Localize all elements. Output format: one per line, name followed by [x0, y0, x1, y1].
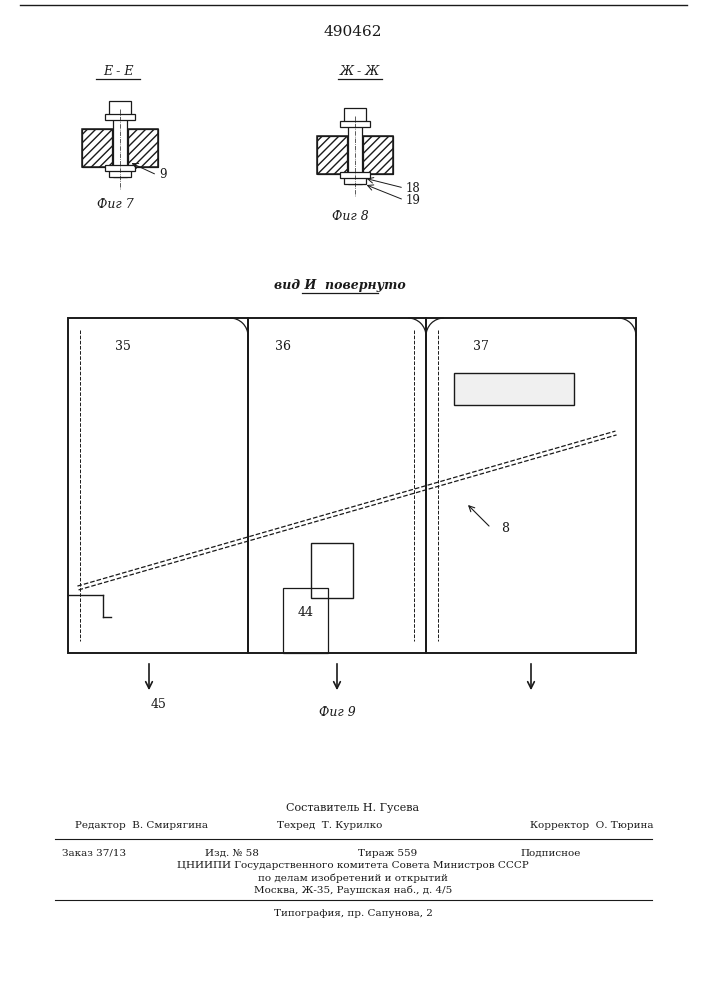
Text: Е - Е: Е - Е [103, 65, 133, 78]
Text: Фиг 9: Фиг 9 [319, 706, 356, 720]
Text: вид И  повернуто: вид И повернуто [274, 279, 406, 292]
Text: Корректор  О. Тюрина: Корректор О. Тюрина [530, 822, 653, 830]
Bar [109, 101, 131, 115]
Bar [317, 136, 393, 174]
Bar [128, 129, 158, 167]
Text: ЦНИИПИ Государственного комитета Совета Министров СССР: ЦНИИПИ Государственного комитета Совета … [177, 861, 529, 870]
Bar [454, 373, 574, 405]
Text: Техред  Т. Курилко: Техред Т. Курилко [277, 822, 382, 830]
Bar [426, 318, 636, 653]
Text: Составитель Н. Гусева: Составитель Н. Гусева [286, 803, 419, 813]
Text: Ж - Ж: Ж - Ж [340, 65, 380, 78]
Text: Подписное: Подписное [520, 848, 580, 857]
Text: 35: 35 [115, 340, 131, 353]
Bar [82, 129, 112, 167]
Text: 19: 19 [406, 194, 421, 207]
Text: 45: 45 [151, 698, 167, 712]
Bar [82, 129, 158, 167]
Text: Тираж 559: Тираж 559 [358, 848, 417, 857]
Text: 36: 36 [275, 340, 291, 353]
Text: по делам изобретений и открытий: по делам изобретений и открытий [258, 873, 448, 883]
Bar [283, 588, 328, 653]
Bar [105, 114, 135, 120]
Text: Заказ 37/13: Заказ 37/13 [62, 848, 126, 857]
Bar [109, 167, 131, 177]
Bar [68, 318, 248, 653]
Text: 44: 44 [298, 606, 313, 619]
Text: Редактор  В. Смирягина: Редактор В. Смирягина [75, 822, 208, 830]
Text: Изд. № 58: Изд. № 58 [205, 848, 259, 857]
Text: 37: 37 [473, 340, 489, 353]
Bar [340, 172, 370, 178]
Text: Типография, пр. Сапунова, 2: Типография, пр. Сапунова, 2 [274, 908, 433, 918]
Text: Фиг 7: Фиг 7 [97, 198, 134, 212]
Bar [340, 121, 370, 127]
Text: Фиг 8: Фиг 8 [332, 210, 368, 223]
Text: 490462: 490462 [324, 25, 382, 39]
Text: 18: 18 [406, 182, 421, 194]
Bar [317, 136, 347, 174]
Bar [344, 108, 366, 122]
Bar [105, 165, 135, 171]
Bar [248, 318, 426, 653]
Text: 8: 8 [501, 522, 509, 534]
Bar [113, 119, 127, 177]
Bar [363, 136, 393, 174]
Text: 9: 9 [159, 168, 167, 182]
Bar [344, 174, 366, 184]
Bar [348, 126, 362, 184]
Bar [311, 543, 353, 598]
Text: Москва, Ж-35, Раушская наб., д. 4/5: Москва, Ж-35, Раушская наб., д. 4/5 [254, 885, 452, 895]
